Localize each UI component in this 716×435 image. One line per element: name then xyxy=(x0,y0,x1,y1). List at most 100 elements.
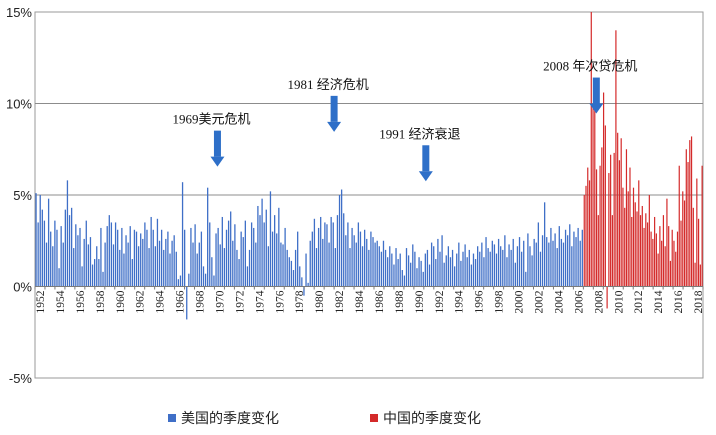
bar-us xyxy=(575,237,577,287)
bar-us xyxy=(447,246,450,287)
bar-us xyxy=(253,227,255,287)
bar-us xyxy=(184,229,186,287)
bar-cn xyxy=(696,178,698,287)
bar-us xyxy=(326,224,328,287)
bar-us xyxy=(387,257,389,287)
annotation-label: 1991 经济衰退 xyxy=(379,126,460,141)
x-tick-label: 1978 xyxy=(294,290,306,313)
bar-cn xyxy=(595,169,598,287)
bar-us xyxy=(119,249,121,287)
bar-us xyxy=(261,198,263,287)
bar-us xyxy=(418,257,420,287)
bar-us xyxy=(529,246,531,287)
down-arrow-icon xyxy=(418,145,433,182)
bar-us xyxy=(146,229,148,287)
x-tick-label: 1984 xyxy=(354,290,366,313)
bar-cn xyxy=(683,200,686,287)
bar-us xyxy=(257,205,259,287)
bar-cn xyxy=(643,227,645,287)
x-tick-label: 1998 xyxy=(494,290,506,313)
bar-us xyxy=(508,244,510,287)
bar-cn xyxy=(610,154,612,287)
legend: 美国的季度变化 中国的季度变化 xyxy=(168,411,481,427)
bar-us xyxy=(320,216,322,287)
bar-us xyxy=(497,238,500,287)
bar-us xyxy=(361,246,364,287)
bar-us xyxy=(269,191,272,287)
bar-us xyxy=(121,227,123,287)
x-tick-label: 1980 xyxy=(314,290,326,313)
bar-us xyxy=(479,251,481,287)
bar-cn xyxy=(634,202,636,287)
x-tick-label: 1990 xyxy=(414,290,426,313)
x-tick-label: 1976 xyxy=(274,290,286,313)
bar-us xyxy=(282,244,284,287)
bar-cn xyxy=(587,167,589,287)
bar-cn xyxy=(631,216,633,287)
bar-us xyxy=(351,227,353,287)
bar-us xyxy=(468,249,470,287)
bar-us xyxy=(453,266,456,287)
bar-us xyxy=(322,238,324,287)
bar-us xyxy=(227,220,230,287)
bar-us xyxy=(562,242,565,287)
bar-us xyxy=(284,227,286,287)
bar-us xyxy=(483,257,485,287)
bar-us xyxy=(79,227,81,287)
bar-us xyxy=(439,251,441,287)
bar-us xyxy=(303,286,305,296)
bar-cn xyxy=(646,222,649,287)
bar-us xyxy=(137,246,140,287)
bar-us xyxy=(412,244,414,287)
bar-us xyxy=(535,242,537,287)
bar-us xyxy=(541,235,544,287)
x-tick-label: 1968 xyxy=(195,290,207,313)
x-tick-label: 2004 xyxy=(553,290,565,313)
bar-us xyxy=(73,248,75,287)
bar-cn xyxy=(648,195,650,287)
bar-us xyxy=(353,235,355,287)
bar-us xyxy=(328,242,330,287)
bar-us xyxy=(380,251,383,287)
x-tick-label: 2000 xyxy=(514,290,526,313)
down-arrow-icon xyxy=(589,77,604,114)
bar-us xyxy=(127,242,129,287)
bar-us xyxy=(416,268,418,287)
bar-cn xyxy=(599,165,601,287)
bar-us xyxy=(198,242,200,287)
bar-us xyxy=(43,220,46,287)
bar-us xyxy=(518,237,521,287)
x-tick-label: 1986 xyxy=(374,290,386,313)
bar-cn xyxy=(617,132,619,287)
bar-us xyxy=(169,253,171,287)
bar-cn xyxy=(690,136,693,287)
bar-us xyxy=(259,215,261,287)
x-tick-label: 1974 xyxy=(254,290,266,313)
bar-us xyxy=(372,237,374,287)
bar-us xyxy=(449,257,452,287)
bar-us xyxy=(58,268,60,287)
bar-us xyxy=(420,260,422,287)
bar-us xyxy=(70,207,73,287)
x-tick-label: 2018 xyxy=(693,290,705,313)
bar-cn xyxy=(597,215,599,287)
bar-us xyxy=(451,249,454,287)
bar-us xyxy=(129,226,131,287)
x-tick-label: 1952 xyxy=(35,290,47,313)
bar-us xyxy=(458,242,460,287)
down-arrow-icon xyxy=(327,95,342,132)
bar-us xyxy=(441,235,443,287)
bar-us xyxy=(278,207,280,287)
bar-cn xyxy=(613,152,615,287)
bar-us xyxy=(460,260,462,287)
bar-us xyxy=(393,264,395,287)
bar-us xyxy=(407,255,410,287)
bar-cn xyxy=(664,246,666,287)
bar-cn xyxy=(654,216,656,287)
x-tick-label: 1972 xyxy=(234,290,246,313)
x-tick-label: 2012 xyxy=(633,290,645,313)
bar-us xyxy=(533,238,535,287)
bar-us xyxy=(531,255,533,287)
bar-cn xyxy=(678,165,680,287)
bar-us xyxy=(148,248,150,287)
